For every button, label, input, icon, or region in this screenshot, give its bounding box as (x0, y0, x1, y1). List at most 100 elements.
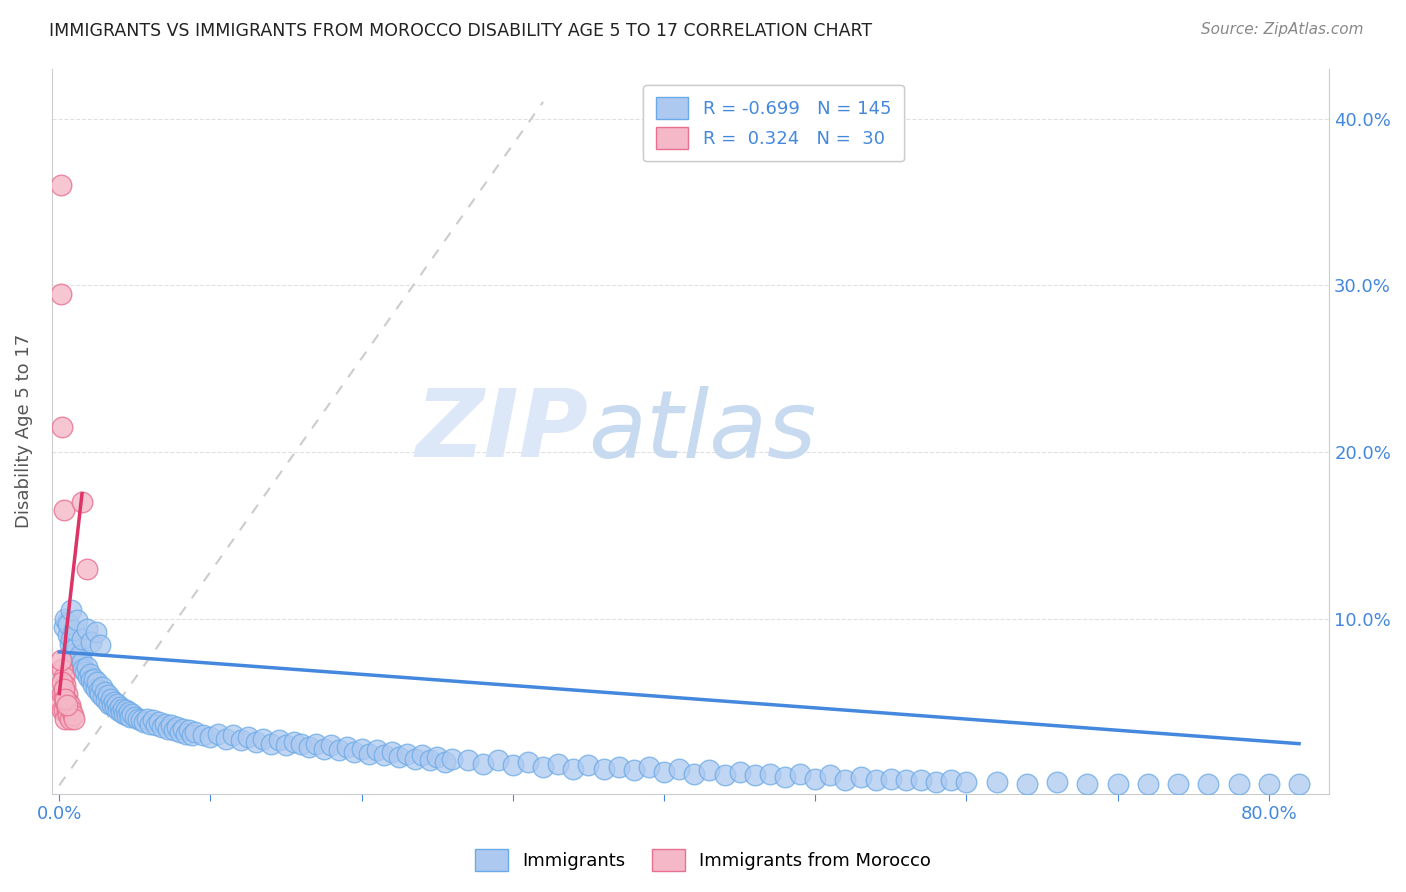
Point (804, 772, 827, 786)
Point (52, 670, 75, 684)
Point (411, 748, 433, 763)
Point (683, 766, 706, 780)
Point (56, 703, 79, 717)
Point (894, 773, 917, 788)
Point (388, 750, 411, 764)
Point (66, 613, 89, 627)
Point (56, 698, 79, 713)
Point (607, 760, 630, 774)
Point (163, 723, 186, 738)
Text: Source: ZipAtlas.com: Source: ZipAtlas.com (1201, 22, 1364, 37)
Point (252, 731, 274, 746)
Point (471, 756, 494, 771)
Point (51, 703, 73, 717)
Point (112, 706, 135, 721)
Point (62, 641, 84, 656)
Point (366, 743, 388, 757)
Point (91, 690, 114, 704)
Point (58, 628, 80, 642)
Point (820, 768, 842, 782)
Point (98, 697, 121, 711)
Point (73, 665, 96, 679)
Point (305, 737, 328, 751)
Point (638, 760, 661, 774)
Point (49, 178, 72, 193)
Point (148, 714, 170, 729)
Point (1136, 777, 1159, 791)
Point (229, 733, 252, 747)
Point (172, 722, 194, 736)
Point (267, 733, 290, 747)
Point (52, 681, 75, 696)
Point (79, 666, 101, 681)
Point (52, 703, 75, 717)
Point (51, 662, 73, 676)
Point (350, 741, 373, 756)
Point (359, 747, 381, 761)
Point (419, 753, 441, 767)
Point (84, 624, 107, 639)
Point (52, 687, 75, 701)
Point (121, 706, 143, 721)
Point (245, 735, 267, 749)
Point (84, 681, 107, 696)
Point (114, 703, 136, 717)
Point (328, 743, 350, 757)
Point (312, 741, 335, 756)
Point (142, 714, 165, 728)
Point (67, 658, 90, 673)
Point (118, 705, 141, 719)
Point (93, 685, 115, 699)
Point (592, 762, 614, 776)
Point (132, 714, 155, 729)
Point (1167, 777, 1189, 791)
Point (865, 773, 887, 788)
Point (713, 768, 735, 782)
Point (49, 695, 72, 709)
Point (76, 622, 98, 636)
Point (111, 701, 134, 715)
Point (1015, 777, 1038, 791)
Point (63, 624, 86, 638)
Point (49, 286, 72, 301)
Point (274, 739, 297, 753)
Point (160, 718, 183, 732)
Point (52, 503, 75, 517)
Point (70, 632, 93, 646)
Text: atlas: atlas (588, 385, 817, 476)
Point (1288, 777, 1310, 791)
Point (53, 612, 76, 626)
Point (335, 739, 357, 754)
Point (56, 615, 79, 629)
Point (184, 725, 207, 739)
Point (343, 745, 366, 759)
Point (51, 675, 73, 690)
Point (1107, 777, 1129, 791)
Point (49, 653, 72, 667)
Point (103, 695, 125, 709)
Point (52, 620, 75, 634)
Legend: Immigrants, Immigrants from Morocco: Immigrants, Immigrants from Morocco (468, 842, 938, 879)
Point (77, 670, 100, 684)
Point (105, 697, 128, 711)
Point (104, 700, 127, 714)
Point (179, 723, 201, 738)
Point (699, 764, 721, 778)
Point (321, 739, 343, 753)
Point (222, 728, 245, 742)
Point (1046, 775, 1069, 789)
Point (62, 708, 84, 723)
Point (955, 775, 977, 789)
Point (53, 695, 76, 709)
Point (136, 712, 159, 726)
Point (89, 638, 111, 652)
Point (849, 770, 872, 784)
Point (578, 758, 600, 772)
Point (145, 718, 167, 732)
Point (1257, 777, 1279, 791)
Text: IMMIGRANTS VS IMMIGRANTS FROM MOROCCO DISABILITY AGE 5 TO 17 CORRELATION CHART: IMMIGRANTS VS IMMIGRANTS FROM MOROCCO DI… (49, 22, 872, 40)
Point (531, 760, 554, 774)
Point (53, 712, 76, 726)
Point (214, 731, 236, 746)
Point (70, 495, 93, 509)
